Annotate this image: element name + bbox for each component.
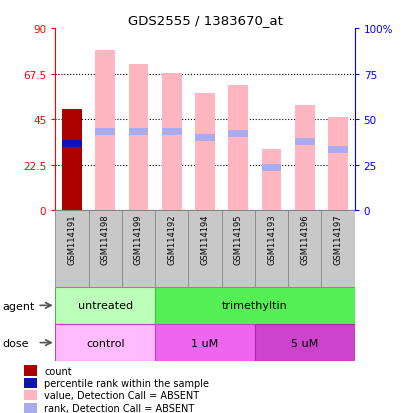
Text: 5 uM: 5 uM (290, 338, 318, 348)
Bar (294, 138, 314, 146)
Text: value, Detection Call = ABSENT: value, Detection Call = ABSENT (44, 390, 199, 400)
Text: 1 uM: 1 uM (191, 338, 218, 348)
Bar (228, 130, 247, 138)
Bar (228, 85, 247, 211)
Bar (294, 106, 314, 211)
Bar (162, 74, 181, 211)
Bar (62, 140, 82, 147)
Text: control: control (86, 338, 124, 348)
Text: GSM114197: GSM114197 (333, 214, 342, 264)
Bar (254, 211, 288, 287)
Bar (261, 165, 281, 172)
Bar (195, 134, 214, 142)
Bar (24, 378, 37, 388)
Bar (128, 128, 148, 135)
Text: GSM114199: GSM114199 (134, 214, 143, 264)
Bar (261, 150, 281, 211)
Bar (128, 65, 148, 211)
Bar (95, 51, 115, 211)
Bar (24, 366, 37, 376)
Text: percentile rank within the sample: percentile rank within the sample (44, 378, 209, 388)
Bar (95, 128, 115, 135)
Bar (155, 324, 254, 361)
Text: untreated: untreated (77, 301, 133, 311)
Text: GDS2555 / 1383670_at: GDS2555 / 1383670_at (127, 14, 282, 27)
Text: GSM114192: GSM114192 (167, 214, 176, 264)
Text: GSM114195: GSM114195 (233, 214, 242, 264)
Bar (121, 211, 155, 287)
Bar (188, 211, 221, 287)
Text: GSM114194: GSM114194 (200, 214, 209, 264)
Bar (162, 128, 181, 135)
Text: rank, Detection Call = ABSENT: rank, Detection Call = ABSENT (44, 403, 194, 413)
Bar (288, 211, 321, 287)
Bar (24, 390, 37, 400)
Text: GSM114191: GSM114191 (67, 214, 76, 264)
Text: GSM114193: GSM114193 (266, 214, 275, 264)
Bar (55, 287, 155, 324)
Bar (88, 211, 121, 287)
Bar (321, 211, 354, 287)
Bar (221, 211, 254, 287)
Bar (327, 147, 347, 154)
Bar (254, 324, 354, 361)
Text: GSM114198: GSM114198 (101, 214, 110, 264)
Text: trimethyltin: trimethyltin (221, 301, 287, 311)
Bar (55, 324, 155, 361)
Bar (155, 287, 354, 324)
Text: agent: agent (2, 301, 34, 311)
Text: dose: dose (2, 339, 29, 349)
Bar (55, 211, 88, 287)
Bar (62, 110, 82, 211)
Bar (155, 211, 188, 287)
Bar (24, 403, 37, 413)
Text: count: count (44, 366, 72, 376)
Text: GSM114196: GSM114196 (299, 214, 308, 264)
Bar (195, 93, 214, 211)
Bar (327, 118, 347, 211)
